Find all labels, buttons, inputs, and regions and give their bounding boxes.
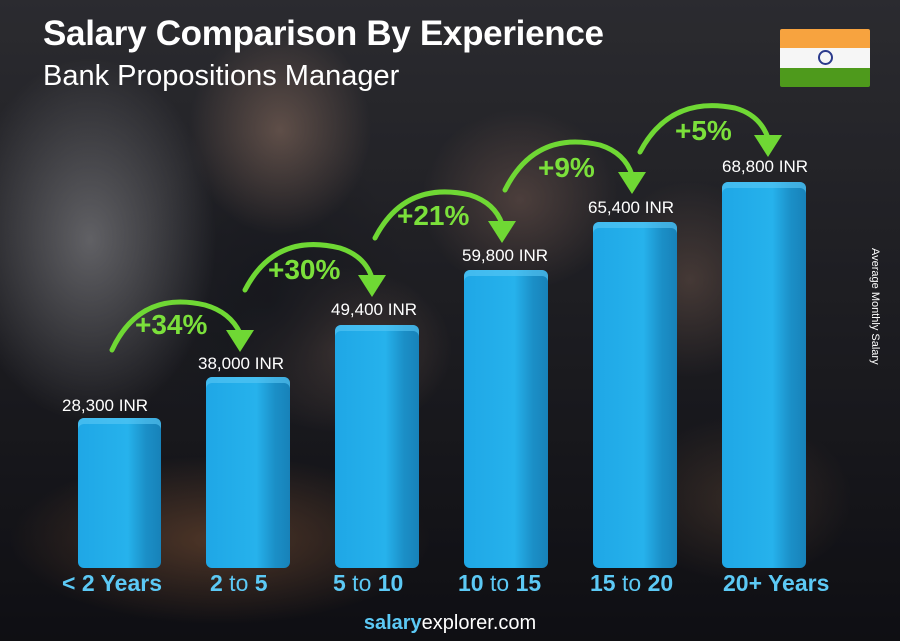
pct-change-label: +5% — [675, 115, 732, 146]
value-label: 68,800 INR — [722, 157, 808, 176]
site-brand[interactable]: salaryexplorer.com — [363, 612, 537, 634]
chart-subtitle: Bank Propositions Manager — [43, 60, 400, 92]
category-label: 10 to 15 — [458, 570, 542, 596]
category-label: 5 to 10 — [333, 570, 404, 596]
value-label: 38,000 INR — [198, 354, 284, 373]
bar-lt2 — [78, 418, 161, 568]
pct-change-label: +9% — [538, 152, 595, 183]
bar-10to15 — [464, 270, 548, 568]
value-label: 65,400 INR — [588, 198, 674, 217]
category-label: 2 to 5 — [210, 570, 268, 596]
bar-2to5 — [206, 377, 290, 568]
india-flag-icon — [780, 29, 870, 87]
value-label: 28,300 INR — [62, 396, 148, 415]
pct-change-label: +34% — [135, 309, 208, 340]
category-label: 15 to 20 — [590, 570, 674, 596]
category-label: < 2 Years — [62, 570, 162, 596]
pct-change-label: +21% — [397, 200, 470, 231]
bar-20plus — [722, 182, 806, 568]
category-label: 20+ Years — [723, 570, 830, 596]
chart-title: Salary Comparison By Experience — [43, 14, 604, 53]
value-label: 49,400 INR — [331, 300, 417, 319]
pct-change-label: +30% — [268, 254, 341, 285]
value-label: 59,800 INR — [462, 246, 548, 265]
bar-5to10 — [335, 325, 419, 568]
bar-15to20 — [593, 222, 677, 568]
ashoka-chakra-icon — [818, 50, 833, 66]
